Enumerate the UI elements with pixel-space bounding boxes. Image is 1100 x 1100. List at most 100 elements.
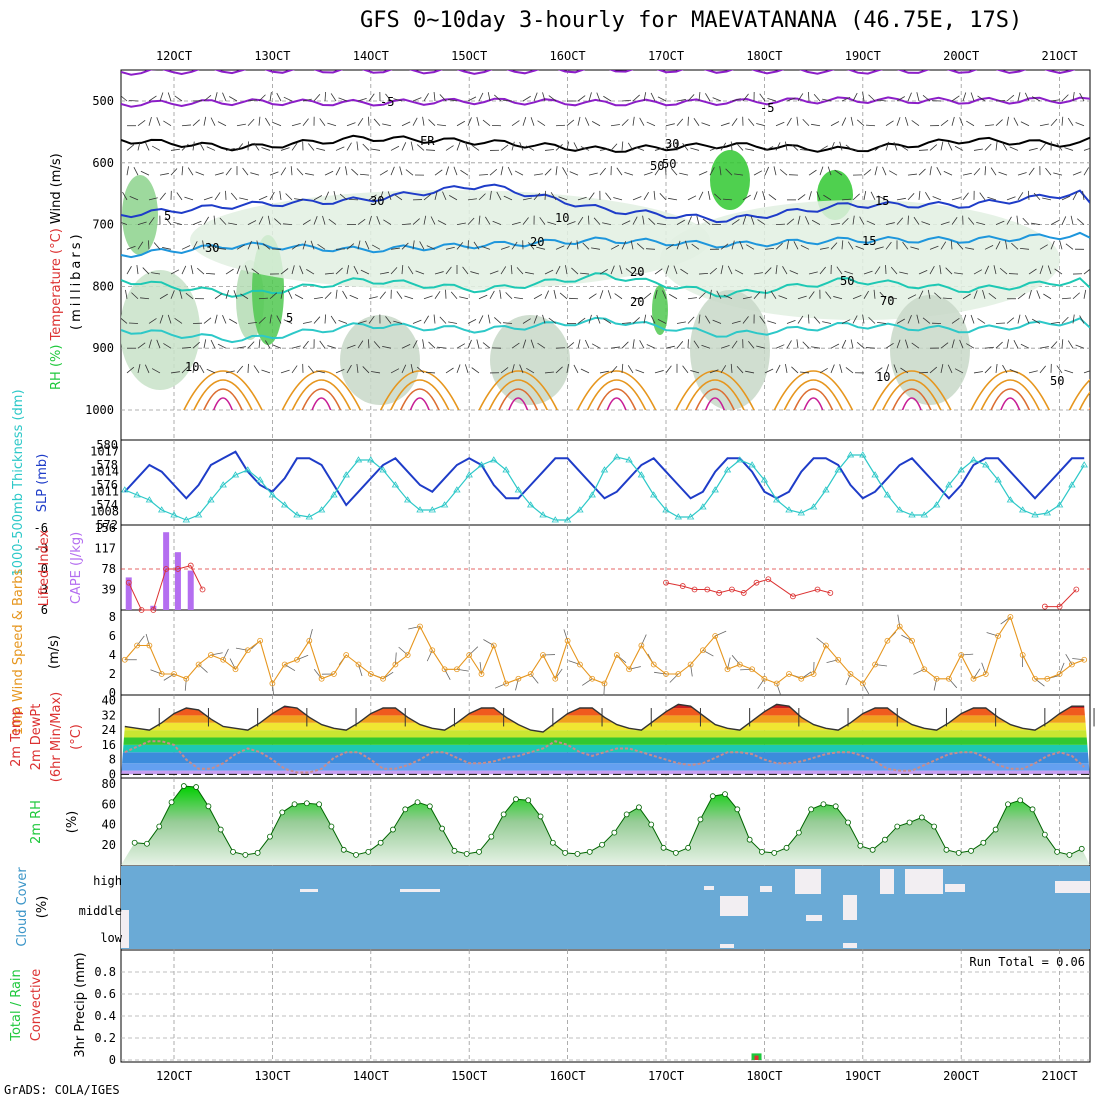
wind-barb — [522, 318, 531, 324]
wind-barb-surface — [981, 662, 987, 675]
wind-barb — [485, 216, 491, 225]
wind-barb-surface — [862, 683, 870, 695]
wind-barb — [302, 219, 311, 225]
thickness-marker — [662, 506, 670, 513]
thickness-marker — [317, 506, 326, 513]
cloud-level-label: high — [93, 874, 122, 888]
wind-barb — [542, 92, 546, 102]
wind-barb — [379, 191, 384, 201]
thickness-marker — [145, 496, 154, 503]
wind-barb — [746, 244, 755, 250]
rh-marker — [931, 823, 938, 830]
wind-barb — [333, 191, 337, 200]
wind-barb — [621, 119, 629, 127]
wind-barb — [390, 166, 395, 176]
wind-barb — [379, 271, 389, 275]
wind-barb — [757, 219, 766, 225]
wind-barb — [502, 322, 513, 324]
wind-barb — [399, 166, 403, 176]
wind-barb — [430, 216, 436, 225]
wind-barb — [823, 194, 832, 201]
wind-barb — [471, 367, 480, 374]
wind-barb — [865, 124, 876, 127]
panel-frame — [120, 524, 1091, 611]
temp-band — [121, 752, 1090, 764]
wind-barb — [929, 144, 938, 151]
thickness-marker — [256, 476, 264, 483]
wind-barb — [862, 92, 865, 102]
thickness-marker — [957, 466, 965, 473]
rh-marker — [476, 848, 482, 855]
wind-barb — [962, 192, 969, 201]
wind-barb — [830, 121, 840, 127]
wind-barb — [593, 217, 601, 225]
precip-axis-label: 3hr Precip (mm) — [73, 952, 88, 1057]
wind-speed-marker — [269, 680, 276, 687]
cloud-block — [843, 943, 857, 948]
wind-barb — [324, 314, 327, 324]
wind-barb — [294, 198, 304, 201]
wind-barb — [426, 245, 436, 250]
wind-barb — [569, 171, 579, 176]
wind-barb — [280, 369, 290, 374]
rh-marker — [992, 826, 999, 833]
wind-barb — [1072, 92, 1075, 102]
wind-barb-surface — [229, 658, 236, 670]
wind-barb — [907, 315, 912, 324]
wind-barb — [797, 194, 806, 201]
wind-barb — [764, 267, 772, 275]
temperature-contour — [498, 388, 539, 410]
wind-barb — [140, 170, 150, 176]
wind-speed-marker — [601, 680, 608, 687]
y-tick-thickness: 572 — [96, 518, 118, 532]
thickness-marker — [379, 466, 387, 473]
wind-speed-marker — [429, 647, 436, 654]
wind-barb — [702, 218, 711, 225]
wind-barb — [1024, 315, 1030, 324]
wind-barb — [855, 245, 865, 250]
wind-barb — [896, 197, 906, 201]
wind-barb — [833, 296, 843, 300]
wind-barb — [907, 92, 912, 102]
wind-barb — [720, 142, 727, 151]
rh-marker — [918, 814, 925, 821]
thickness-marker — [268, 491, 277, 498]
temperature-contour — [803, 397, 824, 410]
wind-barb — [544, 371, 554, 374]
wind-barb — [736, 143, 744, 151]
thickness-marker — [403, 496, 412, 503]
wind-barb — [283, 319, 293, 324]
wind-barb-surface — [1034, 678, 1045, 687]
wind-barb — [496, 191, 502, 201]
wind-speed-marker — [134, 642, 141, 649]
wind-barb — [841, 240, 844, 250]
wind-barb — [841, 217, 849, 225]
wind-barb — [136, 265, 139, 275]
wind-barb — [841, 319, 851, 324]
wind-barb — [159, 173, 169, 176]
wind-barb — [302, 340, 309, 349]
wind-barb — [151, 145, 161, 151]
wind-barb — [137, 241, 144, 250]
wind-barb — [439, 316, 447, 324]
wind-barb-surface — [702, 649, 714, 657]
wind-barb — [680, 268, 689, 275]
wind-barb — [993, 265, 997, 275]
wind-barb — [371, 244, 381, 250]
contour-label: 30 — [205, 241, 219, 255]
wind-speed-marker — [183, 675, 190, 682]
wind-barb — [537, 342, 546, 349]
wind-barb — [786, 240, 789, 250]
thickness-marker — [723, 466, 732, 473]
wind-barb — [1039, 244, 1048, 250]
wind-barb — [437, 346, 447, 349]
contour-label: -5 — [760, 101, 774, 115]
wind-barb — [258, 316, 266, 324]
wind-barb — [918, 290, 924, 299]
wind-barb — [533, 314, 538, 324]
wind-barb — [573, 142, 579, 151]
wind-barb — [916, 92, 920, 102]
rh-marker — [156, 823, 163, 830]
wind-barb — [1017, 172, 1027, 176]
wind-barb — [984, 245, 994, 250]
